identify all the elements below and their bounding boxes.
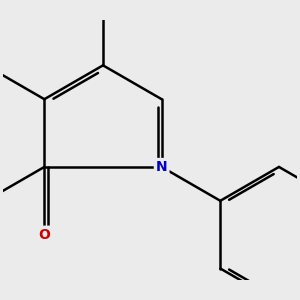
Text: N: N <box>156 160 167 174</box>
Text: O: O <box>38 228 50 242</box>
